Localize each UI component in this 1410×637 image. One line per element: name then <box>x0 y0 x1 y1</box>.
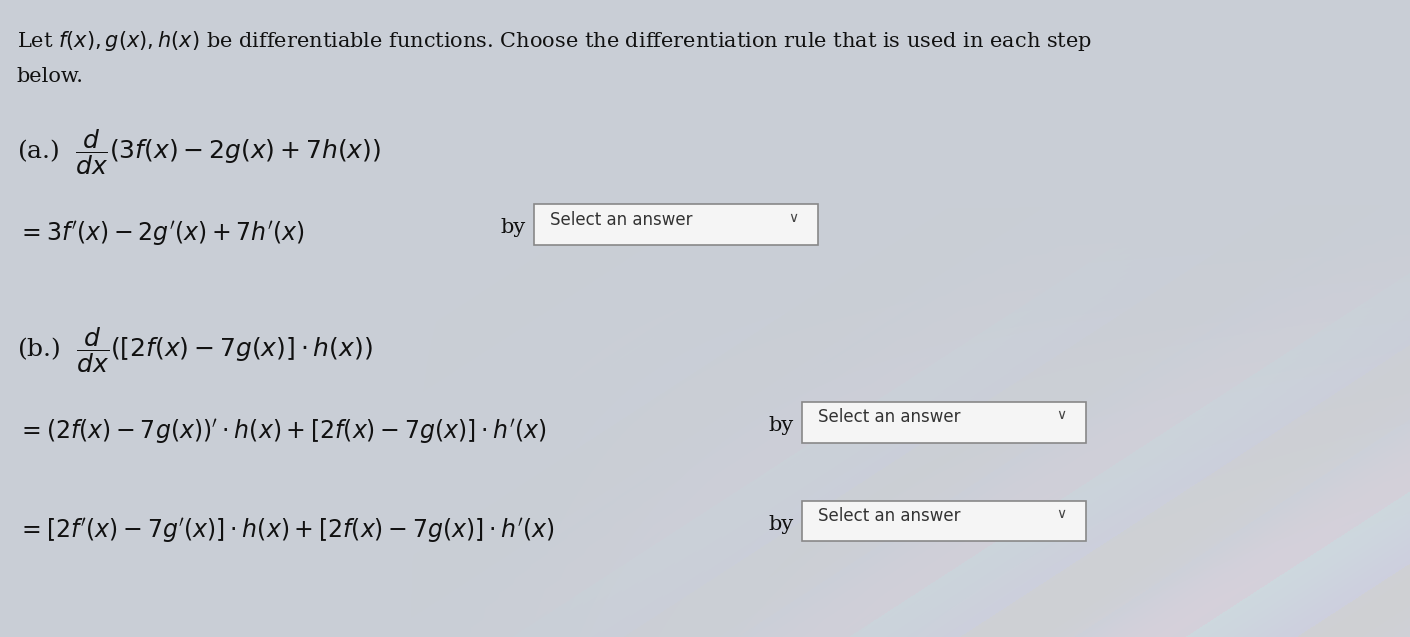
Text: $= \left(2f(x) - 7g(x)\right)' \cdot h(x) + [2f(x) - 7g(x)] \cdot h'(x)$: $= \left(2f(x) - 7g(x)\right)' \cdot h(x… <box>17 417 547 446</box>
Text: $= [2f'(x) - 7g'(x)] \cdot h(x) + [2f(x) - 7g(x)] \cdot h'(x)$: $= [2f'(x) - 7g'(x)] \cdot h(x) + [2f(x)… <box>17 516 556 545</box>
Text: below.: below. <box>17 67 85 86</box>
Text: Let $f(x), g(x), h(x)$ be differentiable functions. Choose the differentiation r: Let $f(x), g(x), h(x)$ be differentiable… <box>17 29 1091 53</box>
Text: Select an answer: Select an answer <box>818 507 960 525</box>
Text: by: by <box>768 515 794 534</box>
Text: by: by <box>768 416 794 435</box>
Text: ∨: ∨ <box>1056 507 1066 521</box>
Text: Select an answer: Select an answer <box>550 211 692 229</box>
Text: Select an answer: Select an answer <box>818 408 960 426</box>
FancyBboxPatch shape <box>534 204 818 245</box>
Text: ∨: ∨ <box>788 211 798 225</box>
Text: (a.)  $\dfrac{d}{dx}\left(3f(x) - 2g(x) + 7h(x)\right)$: (a.) $\dfrac{d}{dx}\left(3f(x) - 2g(x) +… <box>17 127 381 177</box>
FancyBboxPatch shape <box>802 501 1086 541</box>
Text: (b.)  $\dfrac{d}{dx}\left([2f(x) - 7g(x)] \cdot h(x)\right)$: (b.) $\dfrac{d}{dx}\left([2f(x) - 7g(x)]… <box>17 325 372 375</box>
FancyBboxPatch shape <box>802 402 1086 443</box>
Text: by: by <box>501 218 526 238</box>
Text: $= 3f'(x) - 2g'(x) + 7h'(x)$: $= 3f'(x) - 2g'(x) + 7h'(x)$ <box>17 220 305 248</box>
Text: ∨: ∨ <box>1056 408 1066 422</box>
